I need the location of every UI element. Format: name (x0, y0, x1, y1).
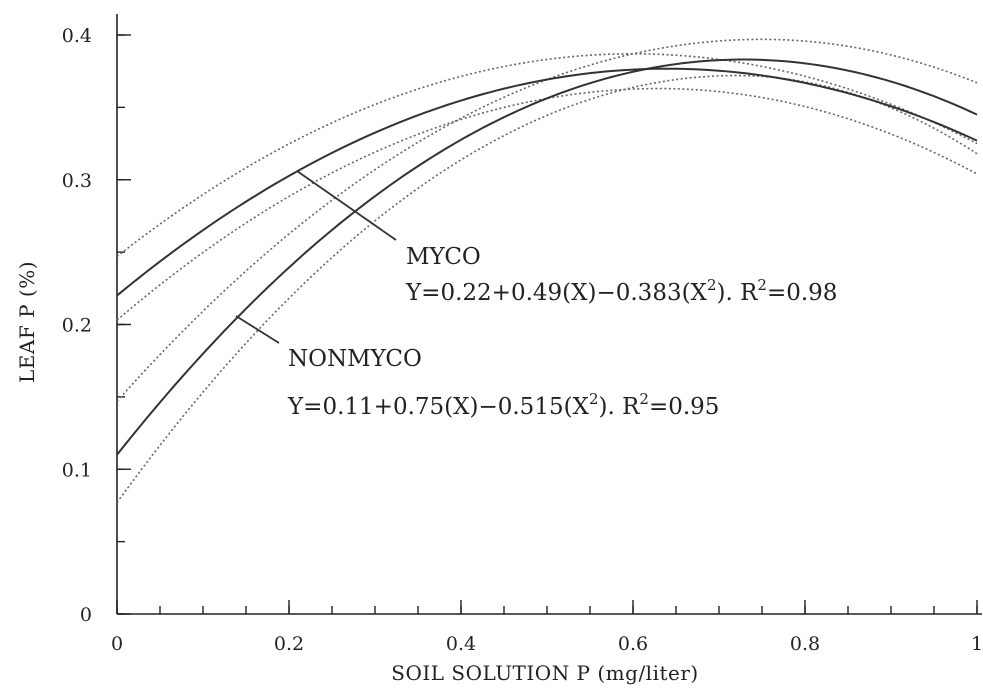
myco-leader-line (296, 170, 397, 241)
x-tick-label: 0.4 (446, 633, 476, 655)
nonmyco-ci-upper (116, 38, 978, 402)
nonmyco-ci-lower (116, 74, 978, 504)
y-tick-label: 0.1 (62, 459, 92, 481)
x-tick-label: 1 (971, 633, 983, 655)
myco-equation: Y=0.22+0.49(X)−0.383(X2). R2=0.98 (405, 276, 837, 306)
nonmyco-leader-line (235, 315, 280, 344)
nonmyco-equation-main: Y=0.11+0.75(X)−0.515(X (287, 394, 590, 420)
myco-equation-main: Y=0.22+0.49(X)−0.383(X (405, 280, 708, 306)
myco-ci-upper (116, 53, 978, 258)
y-axis-title: LEAF P (%) (15, 261, 39, 383)
x-tick-label: 0.6 (618, 633, 648, 655)
myco-label: MYCO (406, 244, 481, 270)
y-tick-label: 0.3 (62, 170, 92, 192)
y-tick-label: 0.2 (62, 315, 92, 337)
myco-equation-tail: ). R (716, 280, 758, 306)
myco-r2-exponent: 2 (757, 276, 767, 294)
x-tick-label: 0.2 (274, 633, 304, 655)
nonmyco-fit-curve (116, 58, 978, 456)
y-tick-label: 0 (80, 604, 92, 626)
fitted-curves (116, 58, 978, 456)
myco-annotation: MYCO Y=0.22+0.49(X)−0.383(X2). R2=0.98 (296, 170, 837, 306)
nonmyco-annotation: NONMYCO Y=0.11+0.75(X)−0.515(X2). R2=0.9… (235, 315, 719, 420)
myco-r2-value: =0.98 (767, 280, 837, 306)
y-tick-label: 0.4 (62, 25, 92, 47)
myco-ci-lower (116, 87, 978, 321)
x-tick-label: 0.8 (790, 633, 820, 655)
nonmyco-equation: Y=0.11+0.75(X)−0.515(X2). R2=0.95 (287, 390, 719, 420)
x-axis-title: SOIL SOLUTION P (mg/liter) (391, 661, 698, 685)
nonmyco-r2-exponent: 2 (639, 390, 649, 408)
nonmyco-label: NONMYCO (288, 346, 422, 372)
ticks (116, 34, 978, 615)
tick-labels: 0 0.2 0.4 0.6 0.8 1 0 0.1 0.2 0.3 0.4 (62, 25, 983, 655)
nonmyco-r2-value: =0.95 (649, 394, 719, 420)
axes (116, 14, 982, 615)
nonmyco-equation-exponent: 2 (589, 390, 599, 408)
nonmyco-equation-tail: ). R (598, 394, 640, 420)
x-tick-label: 0 (111, 633, 123, 655)
myco-equation-exponent: 2 (707, 276, 717, 294)
confidence-bands (116, 38, 978, 504)
myco-fit-curve (116, 67, 978, 297)
